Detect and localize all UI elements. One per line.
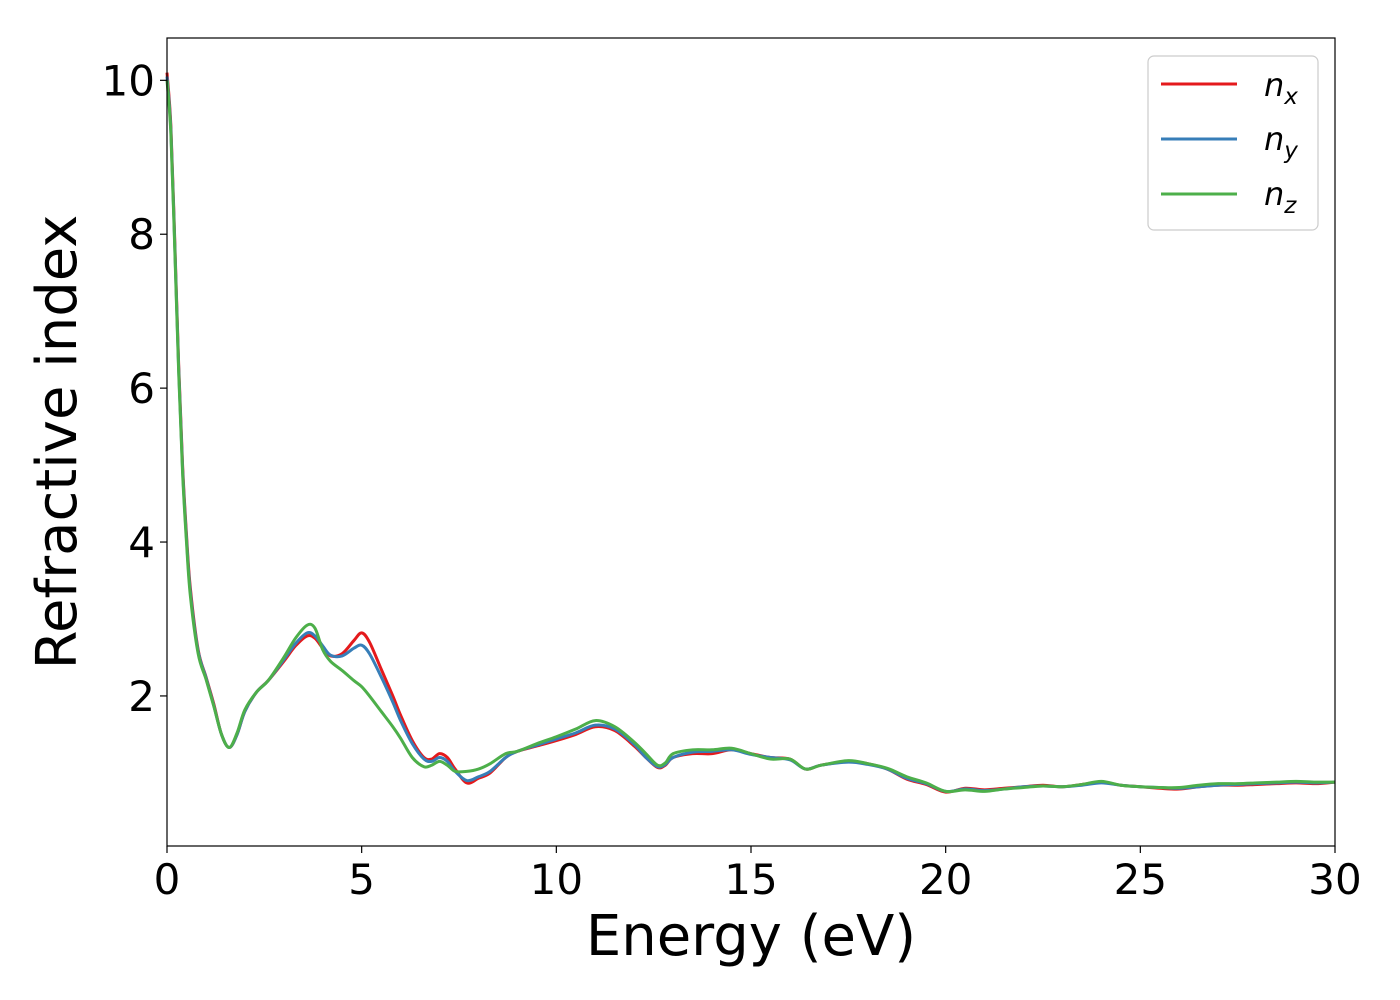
y-tick-label: 6 — [128, 364, 155, 413]
legend-label-ny: ny — [1264, 120, 1298, 164]
series-line-nz — [165, 80, 1336, 794]
x-tick-label: 15 — [724, 855, 777, 904]
x-axis-ticks: 0 5 10 15 20 25 30 — [154, 846, 1362, 904]
x-axis-title: Energy (eV) — [586, 904, 916, 969]
legend-label-nz: nz — [1264, 175, 1297, 219]
y-axis-ticks: 2 4 6 8 10 — [102, 56, 167, 721]
x-tick-label: 25 — [1114, 855, 1167, 904]
legend: nx ny nz — [1147, 55, 1319, 231]
y-tick-label: 10 — [102, 56, 155, 105]
y-axis-title: Refractive index — [25, 215, 90, 670]
y-tick-label: 4 — [128, 518, 155, 567]
legend-box — [1147, 55, 1319, 231]
y-tick-label: 8 — [128, 210, 155, 259]
legend-label-nx: nx — [1264, 66, 1298, 110]
x-tick-label: 20 — [919, 855, 972, 904]
x-tick-label: 10 — [530, 855, 583, 904]
y-tick-label: 2 — [128, 672, 155, 721]
x-tick-label: 5 — [348, 855, 375, 904]
series-lines — [165, 72, 1336, 794]
x-tick-label: 30 — [1308, 855, 1361, 904]
x-tick-label: 0 — [154, 855, 181, 904]
